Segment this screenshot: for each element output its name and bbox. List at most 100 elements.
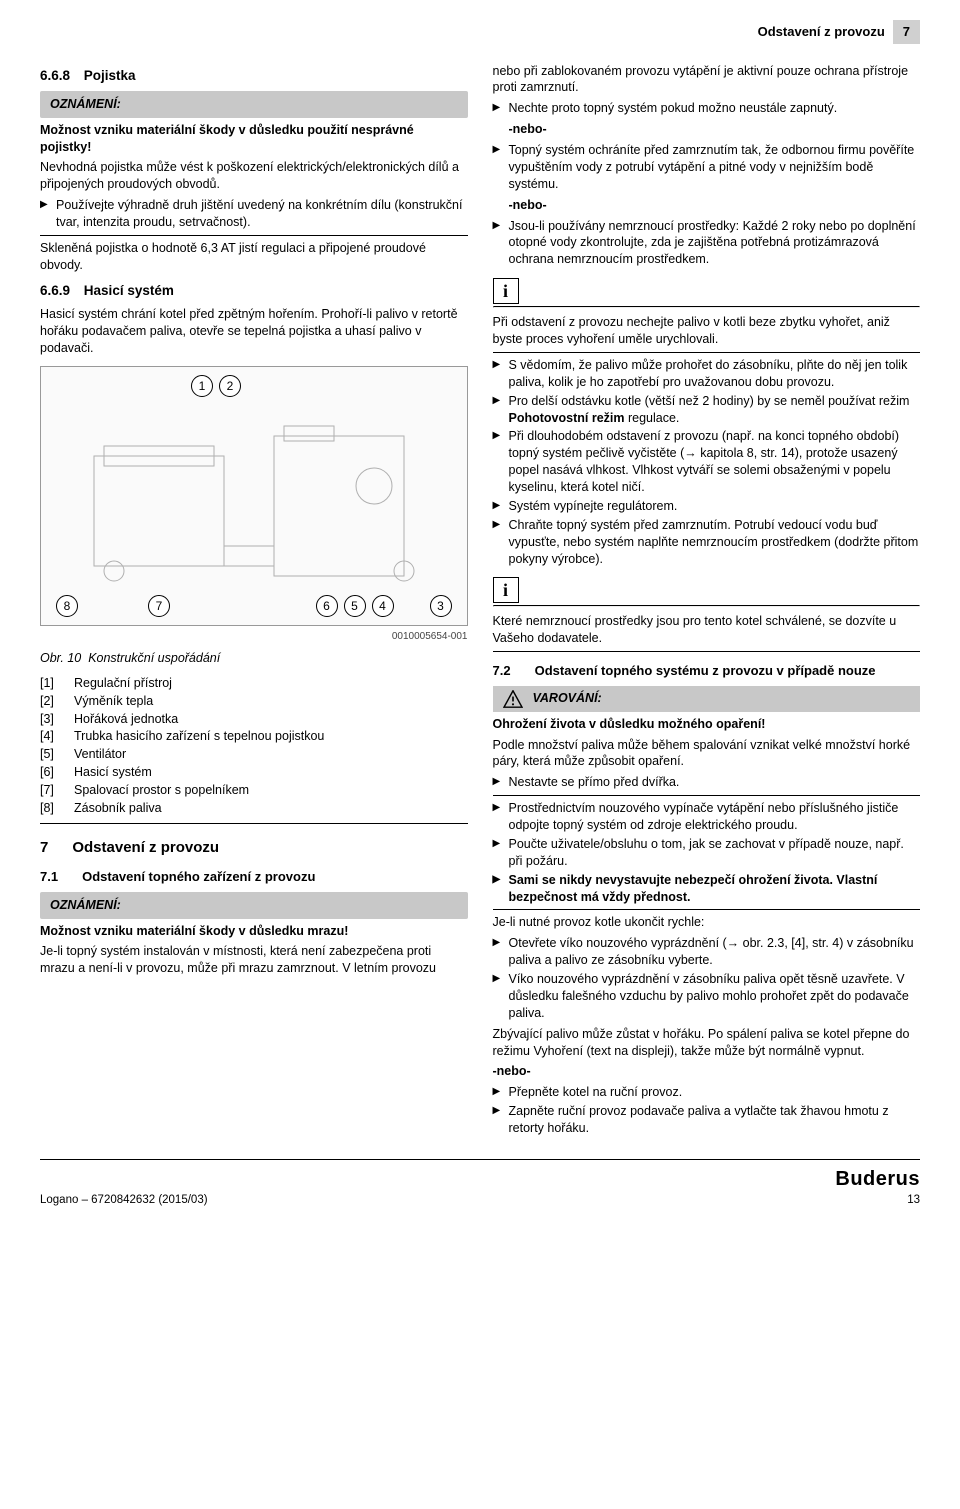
callout-2: 2: [219, 375, 241, 397]
page-footer: Logano – 6720842632 (2015/03) Buderus 13: [40, 1159, 920, 1209]
legend-num: [1]: [40, 675, 74, 692]
section-7-heading: 7 Odstavení z provozu: [40, 838, 468, 858]
divider: [493, 909, 921, 910]
header-title: Odstavení z provozu: [758, 23, 885, 41]
or-label: -nebo-: [493, 1063, 921, 1080]
header-section-num: 7: [893, 20, 920, 44]
legend-text: Spalovací prostor s popelníkem: [74, 782, 249, 799]
section-title: Hasicí systém: [84, 283, 174, 298]
figure-boiler: 1 2 8 7 6 5 4 3: [40, 366, 468, 626]
info-rule: [493, 605, 921, 607]
page-number: 13: [835, 1193, 920, 1209]
section-668-heading: 6.6.8 Pojistka: [40, 67, 468, 85]
callout-1: 1: [191, 375, 213, 397]
paragraph: Nevhodná pojistka může vést k poškození …: [40, 159, 468, 193]
section-title: Odstavení z provozu: [72, 838, 219, 858]
bullet-item-bold: Sami se nikdy nevystavujte nebezpečí ohr…: [493, 872, 921, 906]
section-72-heading: 7.2 Odstavení topného systému z provozu …: [493, 662, 921, 680]
legend-text: Výměník tepla: [74, 693, 153, 710]
bullet-item: Topný systém ochráníte před zamrznutím t…: [493, 142, 921, 193]
caption-text: Konstrukční uspořádání: [88, 651, 220, 665]
legend-num: [7]: [40, 782, 74, 799]
callout-7: 7: [148, 595, 170, 617]
section-num: 7: [40, 838, 48, 858]
legend-text: Regulační přístroj: [74, 675, 172, 692]
bullet-item: Prostřednictvím nouzového vypínače vytáp…: [493, 800, 921, 834]
legend-num: [6]: [40, 764, 74, 781]
legend-text: Hasicí systém: [74, 764, 152, 781]
figure-id: 0010005654-001: [40, 630, 468, 644]
footer-doc-id: Logano – 6720842632 (2015/03): [40, 1193, 208, 1209]
bullet-item: Při dlouhodobém odstavení z provozu (nap…: [493, 428, 921, 496]
section-title: Odstavení topného systému z provozu v př…: [535, 662, 876, 680]
divider: [493, 352, 921, 353]
info-text: Při odstavení z provozu nechejte palivo …: [493, 314, 921, 348]
bullet-item: Přepněte kotel na ruční provoz.: [493, 1084, 921, 1101]
paragraph: Hasicí systém chrání kotel před zpětným …: [40, 306, 468, 357]
paragraph: Je-li nutné provoz kotle ukončit rychle:: [493, 914, 921, 931]
paragraph: nebo při zablokovaném provozu vytápění j…: [493, 63, 921, 97]
section-title: Pojistka: [84, 68, 136, 83]
caption-label: Obr. 10: [40, 651, 81, 665]
bullet-item: Nechte proto topný systém pokud možno ne…: [493, 100, 921, 117]
legend-num: [5]: [40, 746, 74, 763]
bullet-item: Pro delší odstávku kotle (větší než 2 ho…: [493, 393, 921, 427]
callout-8: 8: [56, 595, 78, 617]
legend-num: [2]: [40, 693, 74, 710]
figure-legend: [1]Regulační přístroj [2]Výměník tepla […: [40, 675, 468, 817]
brand-logo: Buderus: [835, 1166, 920, 1193]
left-column: 6.6.8 Pojistka OZNÁMENÍ: Možnost vzniku …: [40, 59, 468, 1141]
section-num: 7.2: [493, 662, 511, 680]
callout-5: 5: [344, 595, 366, 617]
legend-text: Hořáková jednotka: [74, 711, 178, 728]
divider: [493, 795, 921, 796]
bullet-item: S vědomím, že palivo může prohořet do zá…: [493, 357, 921, 391]
section-num: 6.6.8: [40, 68, 70, 83]
notice-text: Možnost vzniku materiální škody v důsled…: [40, 923, 468, 940]
figure-caption: Obr. 10 Konstrukční uspořádání: [40, 650, 468, 667]
divider: [493, 651, 921, 652]
bullet-item: Otevřete víko nouzového vyprázdnění (→ o…: [493, 935, 921, 969]
callout-4: 4: [372, 595, 394, 617]
section-title: Odstavení topného zařízení z provozu: [82, 868, 315, 886]
right-column: nebo při zablokovaném provozu vytápění j…: [493, 59, 921, 1141]
page-header: Odstavení z provozu 7: [40, 20, 920, 44]
legend-num: [8]: [40, 800, 74, 817]
legend-num: [4]: [40, 728, 74, 745]
bullet-item: Poučte uživatele/obsluhu o tom, jak se z…: [493, 836, 921, 870]
bullet-item: Používejte výhradně druh jištění uvedený…: [40, 197, 468, 231]
section-divider: [40, 823, 468, 824]
or-label: -nebo-: [509, 121, 921, 138]
info-icon: i: [493, 577, 519, 603]
callout-6: 6: [316, 595, 338, 617]
bullet-item: Chraňte topný systém před zamrznutím. Po…: [493, 517, 921, 568]
info-rule: [493, 306, 921, 308]
paragraph: Zbývající palivo může zůstat v hořáku. P…: [493, 1026, 921, 1060]
bullet-item: Zapněte ruční provoz podavače paliva a v…: [493, 1103, 921, 1137]
paragraph: Podle množství paliva může během spalová…: [493, 737, 921, 771]
bullet-item: Jsou-li používány nemrznoucí prostředky:…: [493, 218, 921, 269]
section-num: 7.1: [40, 868, 58, 886]
bullet-item: Systém vypínejte regulátorem.: [493, 498, 921, 515]
notice-box: OZNÁMENÍ:: [40, 892, 468, 919]
callout-3: 3: [430, 595, 452, 617]
paragraph: Skleněná pojistka o hodnotě 6,3 AT jistí…: [40, 240, 468, 274]
bold-text: Pohotovostní režim: [509, 411, 625, 425]
legend-num: [3]: [40, 711, 74, 728]
legend-text: Trubka hasicího zařízení s tepelnou poji…: [74, 728, 324, 745]
section-71-heading: 7.1 Odstavení topného zařízení z provozu: [40, 868, 468, 886]
bullet-item: Víko nouzového vyprázdnění v zásobníku p…: [493, 971, 921, 1022]
boiler-diagram-svg: [74, 396, 434, 596]
divider: [40, 235, 468, 236]
section-num: 6.6.9: [40, 283, 70, 298]
warning-text: Ohrožení života v důsledku možného opaře…: [493, 716, 921, 733]
warning-box: VAROVÁNÍ:: [493, 686, 921, 712]
info-text: Které nemrznoucí prostředky jsou pro ten…: [493, 613, 921, 647]
paragraph: Je-li topný systém instalován v místnost…: [40, 943, 468, 977]
warning-label: VAROVÁNÍ:: [533, 690, 602, 707]
notice-box: OZNÁMENÍ:: [40, 91, 468, 118]
section-669-heading: 6.6.9 Hasicí systém: [40, 282, 468, 300]
legend-text: Zásobník paliva: [74, 800, 162, 817]
legend-text: Ventilátor: [74, 746, 126, 763]
or-label: -nebo-: [509, 197, 921, 214]
